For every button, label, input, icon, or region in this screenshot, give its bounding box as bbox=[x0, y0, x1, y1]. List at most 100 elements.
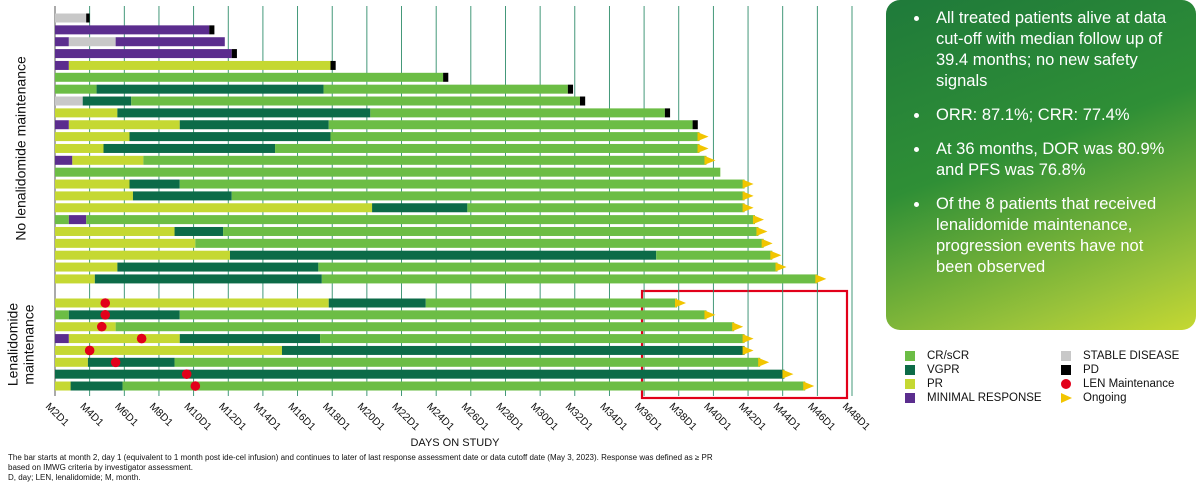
x-tick-label: M42D1 bbox=[736, 401, 769, 434]
response-segment bbox=[55, 381, 71, 391]
response-segment bbox=[55, 155, 73, 165]
x-tick-label: M26D1 bbox=[459, 401, 492, 434]
response-segment bbox=[94, 274, 322, 284]
response-segment bbox=[55, 345, 282, 355]
legend-marker bbox=[905, 365, 915, 375]
summary-item: ORR: 87.1%; CRR: 77.4% bbox=[930, 105, 1182, 126]
ongoing-arrow bbox=[697, 132, 709, 142]
x-tick-label: M24D1 bbox=[424, 401, 457, 434]
response-segment bbox=[372, 203, 468, 213]
legend-marker bbox=[1061, 351, 1071, 361]
response-segment bbox=[55, 250, 230, 260]
legend-marker bbox=[1061, 393, 1072, 403]
response-segment bbox=[231, 191, 745, 201]
legend-marker bbox=[905, 379, 915, 389]
response-segment bbox=[70, 381, 123, 391]
legend-label: PR bbox=[927, 378, 943, 390]
response-segment bbox=[692, 120, 698, 130]
legend-label: Ongoing bbox=[1083, 392, 1126, 404]
ongoing-arrow bbox=[732, 322, 744, 332]
response-segment bbox=[82, 96, 132, 106]
chart: DAYS ON STUDY M2D1 M4D1 M6D1 M8D1 M10D1 M12D1… bbox=[5, 6, 873, 449]
response-segment bbox=[55, 191, 133, 201]
response-segment bbox=[55, 143, 104, 153]
response-segment bbox=[115, 322, 735, 332]
response-segment bbox=[55, 334, 69, 344]
ongoing-arrow bbox=[742, 203, 754, 213]
response-segment bbox=[330, 132, 700, 142]
x-tick-label: M48D1 bbox=[840, 401, 873, 434]
legend-label: MINIMAL RESPONSE bbox=[927, 392, 1042, 404]
response-segment bbox=[55, 179, 130, 189]
response-segment bbox=[55, 132, 130, 142]
response-segment bbox=[132, 191, 232, 201]
response-segment bbox=[55, 226, 175, 236]
x-tick-label: M44D1 bbox=[771, 401, 804, 434]
len-dot bbox=[100, 310, 111, 320]
x-tick-label: M6D1 bbox=[112, 401, 140, 429]
len-dot bbox=[190, 381, 201, 391]
ongoing-arrow bbox=[742, 179, 754, 189]
summary-box: All treated patients alive at data cut-o… bbox=[886, 0, 1196, 330]
response-segment bbox=[55, 215, 69, 225]
x-tick-label: M46D1 bbox=[805, 401, 838, 434]
len-dot bbox=[110, 357, 121, 368]
ongoing-arrow bbox=[742, 334, 754, 344]
response-segment bbox=[55, 203, 373, 213]
response-segment bbox=[68, 60, 331, 70]
response-segment bbox=[87, 357, 175, 367]
response-segment bbox=[115, 37, 225, 47]
legend-marker bbox=[905, 351, 915, 361]
len-dot bbox=[84, 345, 95, 356]
x-tick-label: M28D1 bbox=[493, 401, 526, 434]
response-segment bbox=[55, 120, 69, 130]
response-segment bbox=[55, 167, 721, 177]
response-segment bbox=[195, 238, 764, 248]
summary-item: Of the 8 patients that received lenalido… bbox=[930, 194, 1182, 278]
response-segment bbox=[129, 132, 331, 142]
response-segment bbox=[86, 215, 755, 225]
response-segment bbox=[117, 108, 371, 118]
response-segment bbox=[320, 334, 745, 344]
len-dot bbox=[96, 321, 107, 332]
highlight-box bbox=[640, 289, 849, 400]
response-segment bbox=[103, 143, 276, 153]
response-segment bbox=[55, 274, 95, 284]
response-segment bbox=[143, 155, 707, 165]
response-segment bbox=[323, 84, 568, 94]
response-segment bbox=[122, 381, 806, 391]
x-tick-label: M36D1 bbox=[632, 401, 665, 434]
response-segment bbox=[579, 96, 586, 106]
response-segment bbox=[55, 357, 88, 367]
response-segment bbox=[179, 334, 321, 344]
ongoing-arrow bbox=[742, 191, 754, 201]
response-segment bbox=[55, 238, 196, 248]
x-tick-label: M16D1 bbox=[285, 401, 318, 434]
x-tick-label: M10D1 bbox=[182, 401, 215, 434]
ongoing-arrow bbox=[758, 357, 770, 367]
group-label: Lenalidomide bbox=[5, 303, 21, 386]
legend-label: VGPR bbox=[927, 364, 960, 376]
response-segment bbox=[55, 84, 97, 94]
response-segment bbox=[174, 357, 761, 367]
response-segment bbox=[55, 96, 83, 106]
x-tick-label: M34D1 bbox=[597, 401, 630, 434]
group-label: No lenalidomide maintenance bbox=[13, 56, 29, 241]
response-segment bbox=[275, 143, 700, 153]
response-segment bbox=[55, 298, 329, 308]
ongoing-arrow bbox=[782, 369, 794, 379]
response-segment bbox=[55, 262, 118, 272]
response-segment bbox=[55, 322, 116, 332]
summary-item: All treated patients alive at data cut-o… bbox=[930, 8, 1182, 92]
x-tick-label: M22D1 bbox=[389, 401, 422, 434]
response-segment bbox=[72, 155, 144, 165]
legend-marker bbox=[1061, 365, 1071, 375]
response-segment bbox=[55, 60, 69, 70]
ongoing-arrow bbox=[761, 238, 773, 248]
response-segment bbox=[129, 179, 180, 189]
ongoing-arrow bbox=[742, 345, 754, 355]
legend-label: CR/sCR bbox=[927, 350, 969, 362]
summary-list: All treated patients alive at data cut-o… bbox=[904, 8, 1182, 278]
ongoing-arrow bbox=[704, 310, 716, 320]
response-segment bbox=[96, 84, 324, 94]
